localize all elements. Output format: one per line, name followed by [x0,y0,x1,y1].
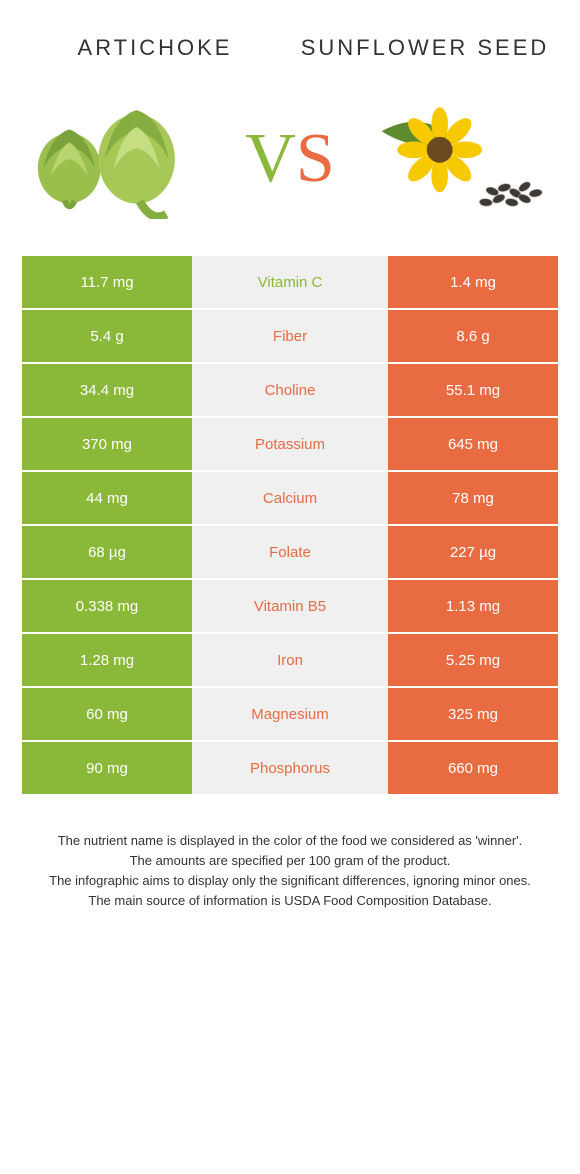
table-row: 5.4 gFiber8.6 g [22,310,558,362]
nutrient-label: Magnesium [192,688,388,740]
footer-line: The amounts are specified per 100 gram o… [40,851,540,871]
left-value: 370 mg [22,418,192,470]
vs-v: V [245,124,296,194]
nutrient-label: Fiber [192,310,388,362]
nutrient-label: Vitamin C [192,256,388,308]
table-row: 60 mgMagnesium325 mg [22,688,558,740]
table-row: 0.338 mgVitamin B51.13 mg [22,580,558,632]
right-value: 227 µg [388,526,558,578]
right-food-title: Sunflower seed [290,35,560,61]
left-value: 1.28 mg [22,634,192,686]
footer-line: The nutrient name is displayed in the co… [40,831,540,851]
right-value: 8.6 g [388,310,558,362]
vs-label: VS [245,124,335,194]
left-value: 60 mg [22,688,192,740]
nutrient-label: Calcium [192,472,388,524]
header: Artichoke Sunflower seed [0,0,580,76]
table-row: 11.7 mgVitamin C1.4 mg [22,256,558,308]
nutrient-label: Phosphorus [192,742,388,794]
table-row: 1.28 mgIron5.25 mg [22,634,558,686]
left-value: 0.338 mg [22,580,192,632]
right-value: 1.13 mg [388,580,558,632]
table-row: 68 µgFolate227 µg [22,526,558,578]
nutrient-label: Choline [192,364,388,416]
left-value: 11.7 mg [22,256,192,308]
table-row: 90 mgPhosphorus660 mg [22,742,558,794]
left-value: 44 mg [22,472,192,524]
footer-line: The infographic aims to display only the… [40,871,540,891]
footer-line: The main source of information is USDA F… [40,891,540,911]
right-value: 5.25 mg [388,634,558,686]
right-value: 78 mg [388,472,558,524]
right-value: 325 mg [388,688,558,740]
left-value: 34.4 mg [22,364,192,416]
left-food-title: Artichoke [20,35,290,61]
nutrient-label: Folate [192,526,388,578]
hero-row: VS [0,76,580,256]
left-value: 68 µg [22,526,192,578]
vs-s: S [296,124,335,194]
nutrient-label: Vitamin B5 [192,580,388,632]
sunflower-image [360,94,560,224]
artichoke-image [20,94,220,224]
left-value: 90 mg [22,742,192,794]
right-value: 645 mg [388,418,558,470]
table-row: 370 mgPotassium645 mg [22,418,558,470]
table-row: 34.4 mgCholine55.1 mg [22,364,558,416]
nutrient-label: Potassium [192,418,388,470]
comparison-table: 11.7 mgVitamin C1.4 mg5.4 gFiber8.6 g34.… [0,256,580,794]
table-row: 44 mgCalcium78 mg [22,472,558,524]
left-value: 5.4 g [22,310,192,362]
right-value: 1.4 mg [388,256,558,308]
right-value: 660 mg [388,742,558,794]
right-value: 55.1 mg [388,364,558,416]
footer-notes: The nutrient name is displayed in the co… [0,796,580,912]
nutrient-label: Iron [192,634,388,686]
